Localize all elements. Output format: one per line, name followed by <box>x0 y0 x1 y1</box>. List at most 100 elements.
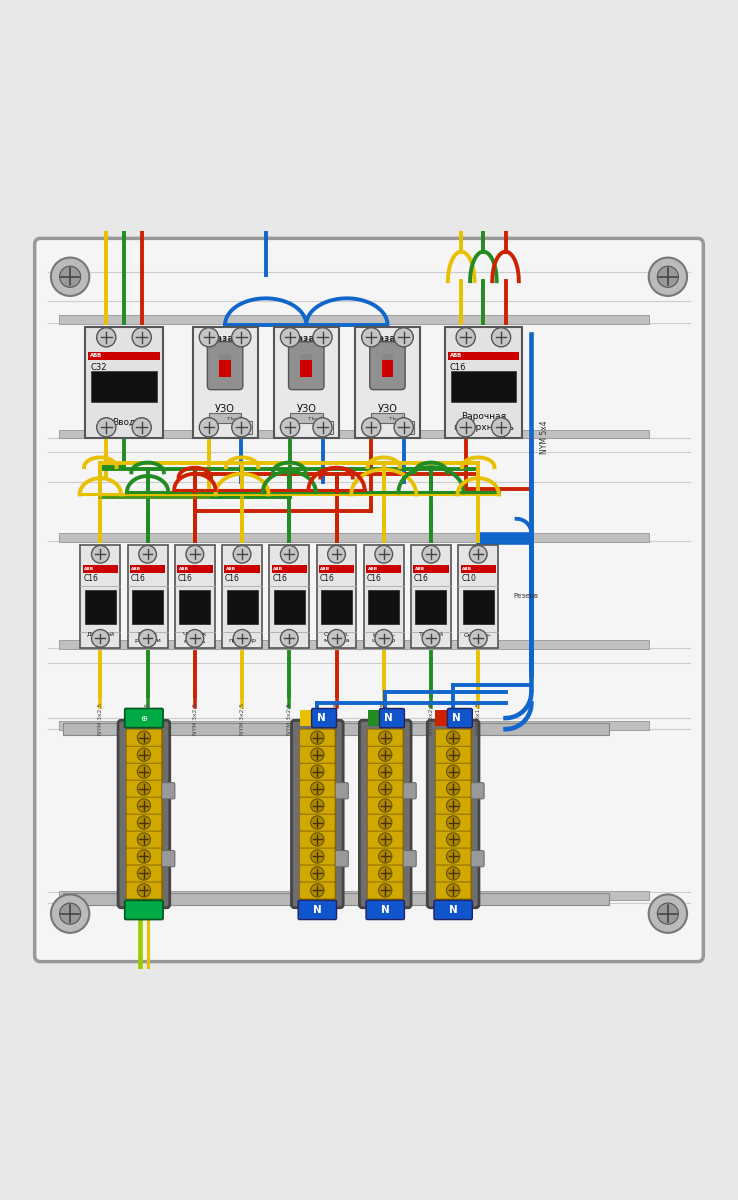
Circle shape <box>658 904 678 924</box>
FancyBboxPatch shape <box>368 882 403 899</box>
Circle shape <box>311 748 324 761</box>
FancyBboxPatch shape <box>300 830 335 848</box>
Bar <box>401 421 414 434</box>
FancyBboxPatch shape <box>335 782 348 799</box>
Bar <box>444 326 523 438</box>
Circle shape <box>311 764 324 779</box>
Text: NYM 3x2,5: NYM 3x2,5 <box>145 703 150 736</box>
Circle shape <box>92 630 109 647</box>
Bar <box>59 316 649 324</box>
FancyBboxPatch shape <box>207 342 243 390</box>
FancyBboxPatch shape <box>126 746 162 763</box>
Circle shape <box>280 418 300 437</box>
Bar <box>368 590 399 624</box>
Circle shape <box>422 545 440 563</box>
Circle shape <box>394 328 413 347</box>
Circle shape <box>649 894 687 932</box>
Circle shape <box>232 328 251 347</box>
Text: C16: C16 <box>272 574 287 583</box>
FancyBboxPatch shape <box>289 342 324 390</box>
Circle shape <box>379 850 392 863</box>
Circle shape <box>469 545 487 563</box>
Bar <box>290 413 323 424</box>
Bar <box>355 326 420 438</box>
Circle shape <box>280 545 298 563</box>
Text: Освеще-
ние: Освеще- ние <box>464 632 492 643</box>
FancyBboxPatch shape <box>471 851 484 866</box>
Bar <box>59 721 649 730</box>
Circle shape <box>379 866 392 880</box>
Text: Ввод: Ввод <box>112 418 136 427</box>
Bar <box>59 890 649 900</box>
Text: Тёплый
пол: Тёплый пол <box>418 632 444 643</box>
FancyBboxPatch shape <box>162 782 175 799</box>
FancyBboxPatch shape <box>359 720 411 907</box>
Circle shape <box>379 764 392 779</box>
Circle shape <box>132 328 151 347</box>
Circle shape <box>328 545 345 563</box>
Text: NYM 3x2,5: NYM 3x2,5 <box>429 703 433 736</box>
Circle shape <box>456 418 475 437</box>
Text: ABB: ABB <box>131 566 142 571</box>
Bar <box>227 590 258 624</box>
Text: ABB: ABB <box>368 566 378 571</box>
Text: Фаза С: Фаза С <box>369 335 406 343</box>
Bar <box>59 533 649 541</box>
FancyBboxPatch shape <box>162 851 175 866</box>
Bar <box>224 565 260 572</box>
Circle shape <box>137 731 151 744</box>
FancyBboxPatch shape <box>292 720 343 907</box>
Bar <box>175 545 215 648</box>
Bar <box>300 359 312 377</box>
Text: N: N <box>313 905 322 914</box>
Bar <box>413 565 449 572</box>
Bar <box>366 565 401 572</box>
Text: N: N <box>449 905 458 914</box>
FancyBboxPatch shape <box>300 730 335 746</box>
FancyBboxPatch shape <box>125 708 163 727</box>
Text: C16: C16 <box>414 574 429 583</box>
Text: ABB: ABB <box>179 566 189 571</box>
Bar <box>463 590 494 624</box>
Circle shape <box>311 731 324 744</box>
FancyBboxPatch shape <box>447 708 472 727</box>
Bar <box>319 565 354 572</box>
Text: ABB: ABB <box>226 566 236 571</box>
Text: ABB: ABB <box>84 566 94 571</box>
Text: C16: C16 <box>83 574 98 583</box>
Circle shape <box>379 833 392 846</box>
Text: ABB: ABB <box>273 566 283 571</box>
Text: УЗО: УЗО <box>297 404 316 414</box>
Circle shape <box>97 418 116 437</box>
Bar <box>320 421 333 434</box>
Bar <box>450 371 517 402</box>
FancyBboxPatch shape <box>300 865 335 882</box>
Bar <box>415 590 446 624</box>
FancyBboxPatch shape <box>368 865 403 882</box>
Circle shape <box>328 630 345 647</box>
Bar <box>85 590 116 624</box>
Circle shape <box>313 418 332 437</box>
Circle shape <box>446 731 460 744</box>
Circle shape <box>51 894 89 932</box>
Circle shape <box>379 799 392 812</box>
Bar <box>86 326 163 438</box>
FancyBboxPatch shape <box>370 342 405 390</box>
Text: ABB: ABB <box>320 566 331 571</box>
Text: NYM 3x2,5: NYM 3x2,5 <box>193 703 197 736</box>
Text: NYM 3x2,5: NYM 3x2,5 <box>334 703 339 736</box>
Text: Чайник
м/печь: Чайник м/печь <box>182 632 207 643</box>
Bar <box>59 430 649 438</box>
FancyBboxPatch shape <box>435 848 471 865</box>
Circle shape <box>186 545 204 563</box>
Text: ABB: ABB <box>462 566 472 571</box>
FancyBboxPatch shape <box>427 720 479 907</box>
FancyBboxPatch shape <box>126 797 162 814</box>
Bar <box>274 326 339 438</box>
FancyBboxPatch shape <box>435 763 471 780</box>
Text: Конди-
ционер: Конди- ционер <box>372 632 396 643</box>
Text: N: N <box>384 713 393 724</box>
Circle shape <box>137 782 151 796</box>
Circle shape <box>137 748 151 761</box>
Text: Резерв: Резерв <box>513 593 538 599</box>
